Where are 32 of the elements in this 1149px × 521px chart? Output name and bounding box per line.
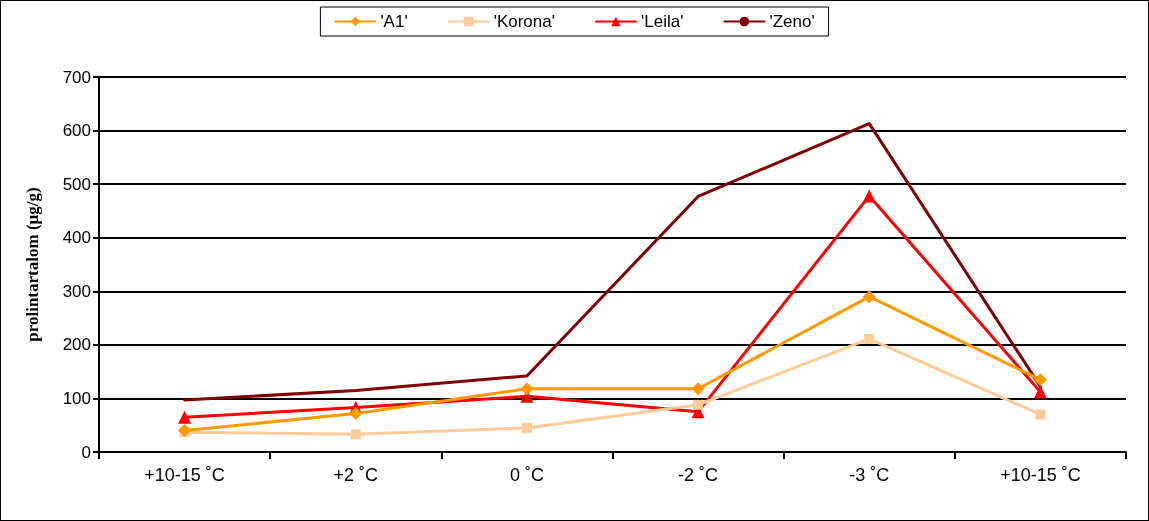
legend-label: 'A1': [380, 12, 408, 31]
point: [1033, 373, 1047, 387]
x-tick-label: -3 ˚C: [849, 465, 890, 485]
point: [521, 422, 532, 433]
point: [1033, 385, 1047, 399]
y-tick-label: 500: [62, 174, 91, 194]
legend-label: 'Korona': [493, 12, 555, 31]
y-tick-label: 400: [62, 228, 91, 248]
y-tick-label: 200: [62, 335, 91, 355]
y-tick-label: 100: [62, 388, 91, 408]
y-tick-label: 0: [81, 442, 91, 462]
point: [864, 333, 875, 344]
legend-label: 'Zeno': [769, 12, 815, 31]
point: [520, 382, 534, 396]
point: [862, 290, 876, 304]
y-tick-label: 300: [62, 281, 91, 301]
legend-label: 'Leila': [640, 12, 684, 31]
x-tick-label: +2 ˚C: [333, 465, 379, 485]
y-axis-title: prolintartalom (µg/g): [23, 187, 42, 342]
y-tick-label: 600: [62, 121, 91, 141]
y-tick-label: 700: [62, 67, 91, 87]
point: [178, 410, 192, 424]
point: [862, 189, 876, 203]
point: [691, 382, 705, 396]
point: [350, 429, 361, 440]
x-tick-label: +10-15 ˚C: [1000, 465, 1081, 485]
point: [693, 399, 704, 410]
point: [1035, 409, 1046, 420]
x-tick-label: 0 ˚C: [509, 465, 544, 485]
x-tick-label: +10-15 ˚C: [144, 465, 225, 485]
point: [349, 406, 363, 420]
x-tick-label: -2 ˚C: [678, 465, 719, 485]
